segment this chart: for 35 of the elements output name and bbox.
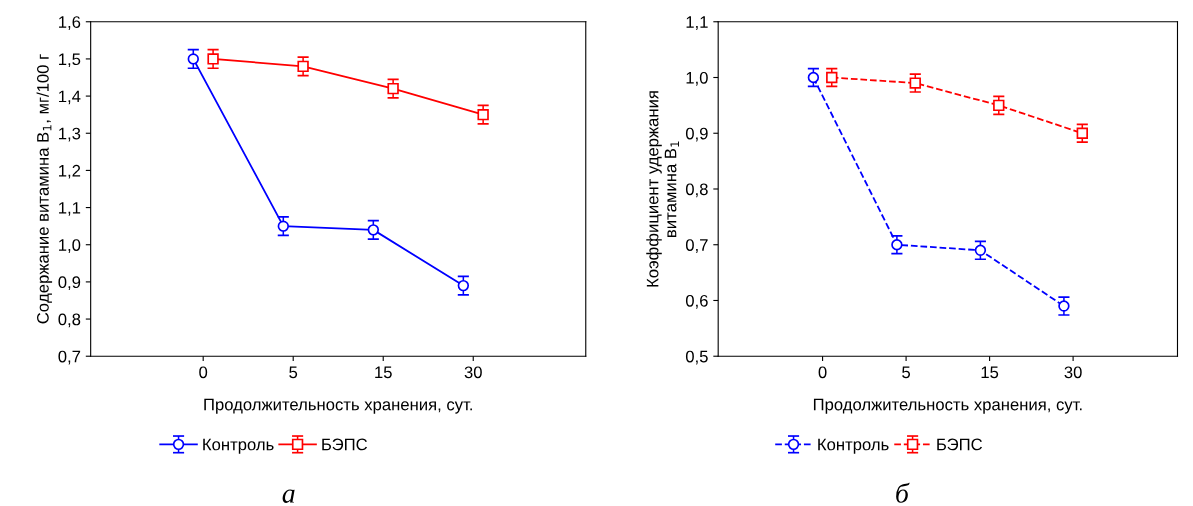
y-tick-label: 1,2 (59, 164, 81, 179)
x-tick-label: 15 (375, 366, 392, 379)
x-tick-label: 15 (981, 366, 999, 379)
y-tick-label: 0,7 (58, 350, 81, 365)
y-tick-label: 0,6 (685, 294, 708, 309)
x-tick-label: 0 (199, 366, 208, 379)
x-tick-label: 5 (902, 366, 911, 379)
y-tick-label: 1,0 (686, 71, 708, 86)
y-tick-label: 1,6 (59, 16, 81, 30)
x-tick-label: 30 (464, 366, 482, 379)
y-tick-label: 0,5 (685, 350, 708, 365)
y-tick-label: 0,9 (685, 127, 708, 142)
x-axis-title: Продолжительность хранения, сут. (204, 398, 472, 414)
legend-label: Контроль (818, 438, 889, 454)
y-tick-label: 1,3 (59, 127, 81, 142)
y-tick-label: 1,1 (59, 202, 81, 216)
y-axis-title: Коэффициент удержания витамина B$_{1}$ (646, 91, 679, 287)
x-tick-label: 30 (1064, 366, 1082, 379)
x-tick-label: 5 (289, 366, 298, 379)
y-axis-title: Содержание витамина B$_{1}$, мг/100 г (36, 54, 53, 324)
y-tick-label: 0,8 (58, 313, 81, 328)
x-tick-label: 0 (818, 366, 827, 379)
x-axis-title: Продолжительность хранения, сут. (813, 398, 1082, 414)
y-tick-label: 1,5 (59, 53, 81, 68)
y-tick-label: 0,7 (685, 239, 708, 253)
legend-label: БЭПС (322, 438, 368, 451)
y-tick-label: 1,1 (686, 16, 708, 30)
text: а (282, 489, 295, 503)
text: б (896, 482, 910, 503)
y-tick-label: 0,8 (685, 183, 708, 198)
legend-label: БЭПС (937, 438, 983, 451)
y-tick-label: 1,0 (59, 239, 81, 253)
legend-label: Контроль (203, 438, 274, 454)
y-tick-label: 1,4 (59, 90, 81, 105)
y-tick-label: 0,9 (58, 276, 81, 291)
